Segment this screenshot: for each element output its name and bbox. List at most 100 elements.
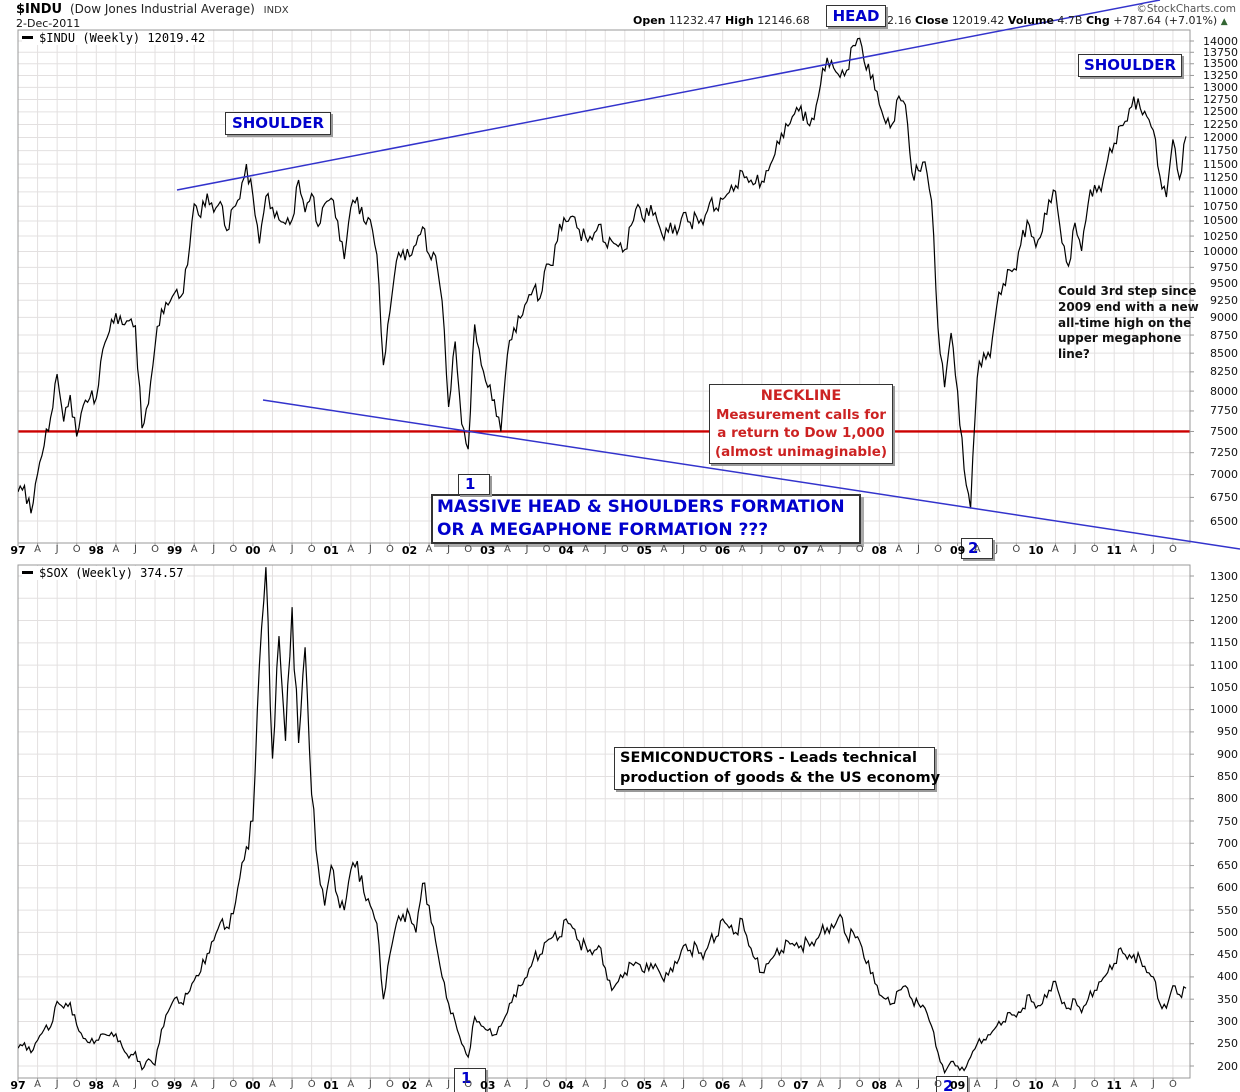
x-axis-label: J — [1151, 544, 1155, 555]
neckline-text-line: a return to Dow 1,000 — [717, 425, 885, 441]
y-axis-label: 700 — [1217, 836, 1238, 850]
x-axis-label: J — [447, 544, 451, 555]
x-axis-label: A — [817, 544, 824, 555]
x-axis-label: A — [973, 1079, 981, 1090]
page-title: $INDU (Dow Jones Industrial Average) IND… — [16, 2, 289, 17]
x-axis-label: 03 — [480, 1079, 496, 1092]
y-axis-label: 9250 — [1210, 293, 1238, 307]
marker-1-bottom: 1 — [454, 1068, 486, 1092]
x-axis-label: J — [995, 544, 999, 555]
y-axis-label: 10500 — [1203, 214, 1238, 228]
x-axis-label: O — [151, 1079, 159, 1090]
x-axis-label: 10 — [1028, 544, 1044, 557]
sox-legend: $SOX (Weekly) 374.57 — [22, 566, 187, 580]
x-axis-label: A — [503, 544, 511, 555]
x-axis-label: O — [307, 544, 316, 555]
x-axis-label: O — [1012, 544, 1021, 555]
x-axis-label: 11 — [1106, 1079, 1122, 1092]
open-value: 11232.47 — [669, 14, 722, 27]
chart-date: 2-Dec-2011 — [16, 17, 81, 30]
x-axis-label: 08 — [871, 1079, 887, 1092]
x-axis-label: J — [368, 544, 372, 555]
x-axis-label: 05 — [636, 544, 653, 557]
x-axis-label: J — [290, 1079, 294, 1090]
y-axis-label: 1050 — [1210, 680, 1238, 694]
y-axis-label: 8250 — [1210, 365, 1238, 379]
y-axis-label: 7250 — [1210, 446, 1238, 460]
y-axis-label: 6500 — [1210, 514, 1238, 528]
x-axis-label: J — [1151, 1079, 1155, 1090]
x-axis-label: A — [738, 1079, 746, 1090]
y-axis-label: 850 — [1217, 769, 1238, 783]
x-axis-label: O — [542, 1079, 551, 1090]
x-axis-label: J — [447, 1079, 451, 1090]
bottom-chart — [17, 564, 1194, 1081]
y-axis-label: 7000 — [1210, 468, 1238, 482]
y-axis-label: 12000 — [1203, 130, 1238, 144]
y-axis-label: 10250 — [1203, 229, 1238, 243]
x-axis-label: J — [368, 1079, 372, 1090]
x-axis-label: A — [347, 1079, 355, 1090]
x-axis-label: O — [464, 1079, 473, 1090]
x-axis-label: J — [525, 1079, 529, 1090]
y-axis-label: 11000 — [1203, 185, 1238, 199]
neckline-text-line: (almost unimaginable) — [714, 443, 888, 460]
x-axis-label: 07 — [793, 1079, 809, 1092]
y-axis-label: 1250 — [1210, 591, 1238, 605]
x-axis-label: J — [760, 1079, 764, 1090]
x-axis-label: A — [895, 1079, 903, 1090]
close-label: Close — [915, 14, 949, 27]
x-axis-label: A — [34, 544, 41, 555]
x-axis-label: O — [72, 544, 81, 555]
x-axis-label: A — [347, 544, 355, 555]
indu-line-swatch-icon — [22, 36, 33, 39]
left-shoulder-annotation: SHOULDER — [225, 112, 331, 135]
y-axis-label: 9750 — [1210, 260, 1238, 274]
y-axis-label: 6750 — [1210, 490, 1238, 504]
x-axis-label: 09 — [949, 1079, 966, 1092]
x-axis-label: O — [777, 544, 786, 555]
x-axis-label: 09 — [949, 544, 966, 557]
x-axis-label: J — [212, 1079, 216, 1090]
x-axis-label: 00 — [245, 544, 261, 557]
y-axis-label: 10750 — [1203, 199, 1238, 213]
x-axis-label: A — [425, 544, 433, 555]
y-axis-label: 300 — [1217, 1014, 1238, 1028]
x-axis-label: A — [660, 1079, 668, 1090]
x-axis-label: O — [855, 544, 864, 555]
y-axis-label: 1200 — [1210, 614, 1238, 628]
x-axis-label: 04 — [558, 544, 574, 557]
x-axis-label: A — [190, 544, 198, 555]
x-axis-label: 97 — [10, 544, 26, 557]
volume-label: Volume — [1007, 14, 1054, 27]
x-axis-label: 02 — [401, 1079, 418, 1092]
x-axis-label: O — [934, 544, 942, 555]
close-value: 12019.42 — [951, 14, 1005, 27]
semiconductors-line: production of goods & the US economy — [620, 770, 941, 786]
symbol-label: $INDU — [16, 2, 63, 17]
x-axis-label: A — [503, 1079, 511, 1090]
x-axis-label: 07 — [793, 544, 809, 557]
quote-close-volume-chg: 2.16 Close 12019.42 Volume 4.7B Chg +787… — [887, 14, 1228, 27]
x-axis-label: 02 — [401, 544, 418, 557]
marker-2-top: 2 — [961, 538, 993, 559]
x-axis-label: J — [133, 1079, 137, 1090]
x-axis-label: O — [72, 1079, 81, 1090]
x-axis-label: O — [699, 1079, 708, 1090]
x-axis-label: J — [603, 544, 607, 555]
chg-value: +787.64 (+7.01%) — [1113, 14, 1218, 27]
megaphone-note-line: line? — [1058, 347, 1090, 362]
exchange-label: INDX — [263, 5, 289, 16]
x-axis-label: O — [855, 1079, 864, 1090]
x-axis-label: 03 — [480, 544, 496, 557]
x-axis-label: O — [934, 1079, 942, 1090]
top-chart — [17, 0, 1240, 550]
sox-line-swatch-icon — [22, 571, 33, 574]
y-axis-label: 12750 — [1203, 93, 1238, 106]
y-axis-label: 250 — [1217, 1037, 1238, 1051]
x-axis-label: J — [212, 544, 216, 555]
x-axis-label: A — [895, 544, 903, 555]
y-axis-label: 7750 — [1210, 404, 1238, 418]
megaphone-note: Could 3rd step since 2009 end with a new… — [1058, 284, 1199, 363]
y-axis-label: 8500 — [1210, 346, 1238, 360]
